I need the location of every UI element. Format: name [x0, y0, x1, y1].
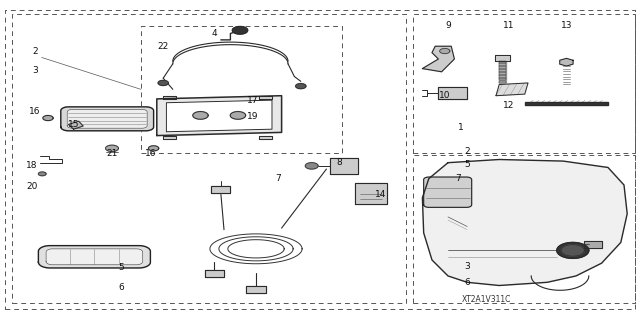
Polygon shape	[499, 66, 506, 69]
Polygon shape	[211, 186, 230, 193]
Polygon shape	[499, 81, 506, 83]
Text: XT2A1V311C: XT2A1V311C	[462, 295, 511, 304]
Polygon shape	[163, 96, 176, 99]
Polygon shape	[205, 270, 224, 277]
Polygon shape	[46, 249, 143, 265]
Text: 13: 13	[561, 21, 572, 30]
Polygon shape	[38, 246, 150, 268]
Text: 21: 21	[106, 149, 118, 158]
Text: 16: 16	[29, 107, 41, 116]
Polygon shape	[148, 146, 159, 151]
Polygon shape	[499, 63, 506, 66]
Text: 2: 2	[33, 47, 38, 56]
Polygon shape	[43, 115, 53, 121]
Polygon shape	[305, 163, 318, 169]
Text: 7: 7	[455, 174, 460, 183]
Text: 2: 2	[465, 147, 470, 156]
Polygon shape	[438, 87, 467, 99]
Text: 11: 11	[503, 21, 515, 30]
Text: 15: 15	[68, 120, 79, 129]
Polygon shape	[246, 286, 266, 293]
Polygon shape	[296, 84, 306, 89]
Text: 16: 16	[145, 149, 156, 158]
Text: 19: 19	[247, 112, 259, 121]
Text: 7: 7	[276, 174, 281, 183]
Polygon shape	[230, 112, 246, 119]
Text: 6: 6	[119, 283, 124, 292]
Polygon shape	[499, 69, 506, 72]
Text: 6: 6	[465, 278, 470, 287]
Polygon shape	[499, 78, 506, 80]
Polygon shape	[495, 55, 510, 61]
Text: 3: 3	[33, 66, 38, 75]
Text: 18: 18	[26, 161, 38, 170]
Text: 10: 10	[439, 91, 451, 100]
Polygon shape	[38, 172, 46, 176]
Polygon shape	[440, 48, 450, 54]
Text: 4: 4	[212, 29, 217, 38]
Polygon shape	[422, 160, 627, 286]
Text: 20: 20	[26, 182, 38, 191]
Text: 9: 9	[445, 21, 451, 30]
Text: 5: 5	[119, 263, 124, 272]
Polygon shape	[557, 242, 589, 258]
Polygon shape	[330, 158, 358, 174]
Polygon shape	[355, 183, 387, 204]
Polygon shape	[67, 109, 147, 128]
Polygon shape	[259, 96, 272, 99]
Text: 14: 14	[375, 190, 387, 199]
Text: 1: 1	[458, 123, 463, 132]
Polygon shape	[163, 136, 176, 139]
Text: 3: 3	[465, 262, 470, 271]
Polygon shape	[499, 61, 506, 63]
Polygon shape	[61, 107, 154, 131]
Polygon shape	[68, 121, 83, 129]
Polygon shape	[496, 83, 528, 96]
Polygon shape	[106, 145, 118, 152]
Text: 12: 12	[503, 101, 515, 110]
Polygon shape	[584, 241, 602, 248]
Polygon shape	[499, 72, 506, 75]
Polygon shape	[157, 96, 282, 136]
Polygon shape	[499, 75, 506, 78]
Polygon shape	[158, 80, 168, 85]
Polygon shape	[422, 46, 454, 72]
Polygon shape	[424, 177, 472, 207]
Polygon shape	[232, 26, 248, 34]
Polygon shape	[166, 100, 272, 132]
Text: 8: 8	[337, 158, 342, 167]
Polygon shape	[560, 58, 573, 66]
Text: 22: 22	[157, 42, 169, 51]
Polygon shape	[525, 102, 608, 105]
Polygon shape	[561, 245, 584, 256]
Text: 5: 5	[465, 160, 470, 169]
Polygon shape	[193, 112, 208, 119]
Text: 17: 17	[247, 96, 259, 105]
Polygon shape	[259, 136, 272, 139]
